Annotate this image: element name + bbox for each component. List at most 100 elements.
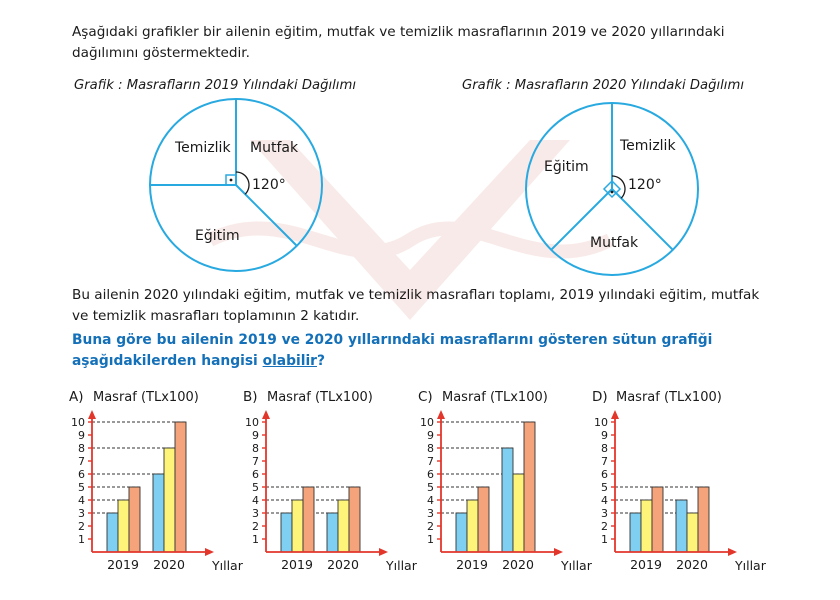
bar bbox=[163, 447, 176, 553]
bar bbox=[477, 486, 490, 553]
option-label: C) bbox=[418, 389, 433, 405]
y-tick-label: 8 bbox=[252, 442, 259, 455]
y-tick-label: 2 bbox=[252, 520, 259, 533]
y-tick-label: 1 bbox=[427, 533, 434, 546]
angle-label: 120° bbox=[628, 177, 662, 193]
question-part: Buna göre bu ailenin 2019 ve 2020 yıllar… bbox=[72, 332, 713, 369]
bar bbox=[337, 499, 350, 553]
bar bbox=[512, 473, 525, 553]
question-text: Buna göre bu ailenin 2019 ve 2020 yıllar… bbox=[72, 330, 792, 372]
y-tick-label: 3 bbox=[601, 507, 608, 520]
info-text: Bu ailenin 2020 yılındaki eğitim, mutfak… bbox=[72, 287, 760, 324]
y-tick-label: 5 bbox=[601, 481, 608, 494]
option-label: B) bbox=[243, 389, 258, 405]
y-tick-label: 7 bbox=[601, 455, 608, 468]
y-tick-label: 7 bbox=[78, 455, 85, 468]
question-end: ? bbox=[316, 353, 325, 369]
x-tick-label: 2019 bbox=[630, 557, 662, 572]
bar bbox=[152, 473, 165, 553]
bar bbox=[280, 512, 293, 553]
y-tick-label: 10 bbox=[594, 416, 608, 429]
right-angle-dot bbox=[229, 178, 233, 182]
bar bbox=[302, 486, 315, 553]
right-angle-marker bbox=[225, 174, 237, 186]
x-tick-label: 2020 bbox=[153, 557, 185, 572]
label-egitim: Eğitim bbox=[544, 159, 589, 175]
bar bbox=[523, 421, 536, 553]
y-tick-label: 8 bbox=[427, 442, 434, 455]
x-axis-arrow bbox=[554, 548, 563, 556]
y-tick-label: 4 bbox=[252, 494, 259, 507]
y-tick-label: 3 bbox=[252, 507, 259, 520]
y-tick-label: 9 bbox=[252, 429, 259, 442]
label-temizlik: Temizlik bbox=[174, 140, 231, 156]
y-tick-label: 5 bbox=[78, 481, 85, 494]
y-tick-label: 7 bbox=[427, 455, 434, 468]
pie-chart-2019: Temizlik Mutfak 120° Eğitim bbox=[149, 98, 323, 272]
y-tick-label: 5 bbox=[427, 481, 434, 494]
y-axis-label: Masraf (TLx100) bbox=[442, 390, 548, 405]
bar bbox=[501, 447, 514, 553]
y-tick-label: 10 bbox=[245, 416, 259, 429]
pie-divider bbox=[235, 184, 298, 247]
bar bbox=[466, 499, 479, 553]
y-axis-label: Masraf (TLx100) bbox=[267, 390, 373, 405]
y-tick-label: 1 bbox=[601, 533, 608, 546]
y-tick-label: 4 bbox=[78, 494, 85, 507]
bar bbox=[697, 486, 710, 553]
pie-divider bbox=[550, 188, 613, 251]
x-axis-label: Yıllar bbox=[385, 558, 418, 573]
y-axis-arrow bbox=[88, 410, 96, 419]
y-tick-label: 2 bbox=[427, 520, 434, 533]
y-tick-label: 7 bbox=[252, 455, 259, 468]
x-axis-arrow bbox=[205, 548, 214, 556]
y-tick-label: 10 bbox=[420, 416, 434, 429]
angle-arc bbox=[235, 171, 250, 195]
y-tick-label: 2 bbox=[78, 520, 85, 533]
bar bbox=[629, 512, 642, 553]
intro-text: Aşağıdaki grafikler bir ailenin eğitim, … bbox=[72, 24, 725, 61]
y-tick-label: 4 bbox=[427, 494, 434, 507]
y-tick-label: 8 bbox=[78, 442, 85, 455]
pie-title-2019: Grafik : Masrafların 2019 Yılındaki Dağı… bbox=[74, 78, 356, 93]
question-emphasis: olabilir bbox=[262, 353, 317, 369]
x-tick-label: 2019 bbox=[107, 557, 139, 572]
y-axis-label: Masraf (TLx100) bbox=[93, 390, 199, 405]
y-tick-label: 8 bbox=[601, 442, 608, 455]
x-tick-label: 2020 bbox=[502, 557, 534, 572]
y-axis-arrow bbox=[262, 410, 270, 419]
y-axis-arrow bbox=[611, 410, 619, 419]
bar bbox=[651, 486, 664, 553]
y-tick-label: 1 bbox=[78, 533, 85, 546]
x-axis-arrow bbox=[728, 548, 737, 556]
bar bbox=[455, 512, 468, 553]
x-axis-label: Yıllar bbox=[211, 558, 244, 573]
y-tick-label: 6 bbox=[427, 468, 434, 481]
y-tick-label: 5 bbox=[252, 481, 259, 494]
bar bbox=[128, 486, 141, 553]
angle-label: 120° bbox=[252, 177, 286, 193]
bar bbox=[348, 486, 361, 553]
y-tick-label: 4 bbox=[601, 494, 608, 507]
bar bbox=[174, 421, 187, 553]
label-egitim: Eğitim bbox=[195, 228, 240, 244]
bar bbox=[291, 499, 304, 553]
x-tick-label: 2019 bbox=[281, 557, 313, 572]
angle-arc bbox=[611, 175, 626, 199]
y-axis-label: Masraf (TLx100) bbox=[616, 390, 722, 405]
x-tick-label: 2019 bbox=[456, 557, 488, 572]
bar bbox=[675, 499, 688, 553]
label-mutfak: Mutfak bbox=[590, 235, 639, 251]
option-label: A) bbox=[69, 389, 84, 405]
y-tick-label: 6 bbox=[601, 468, 608, 481]
bar bbox=[326, 512, 339, 553]
x-axis-arrow bbox=[379, 548, 388, 556]
bar bbox=[686, 512, 699, 553]
label-temizlik: Temizlik bbox=[619, 138, 676, 154]
pie-divider bbox=[611, 188, 674, 251]
y-tick-label: 9 bbox=[427, 429, 434, 442]
right-angle-dot bbox=[610, 190, 614, 194]
option-label: D) bbox=[592, 389, 608, 405]
y-tick-label: 6 bbox=[78, 468, 85, 481]
pie-chart-2020: Eğitim Temizlik 120° Mutfak bbox=[525, 102, 699, 276]
